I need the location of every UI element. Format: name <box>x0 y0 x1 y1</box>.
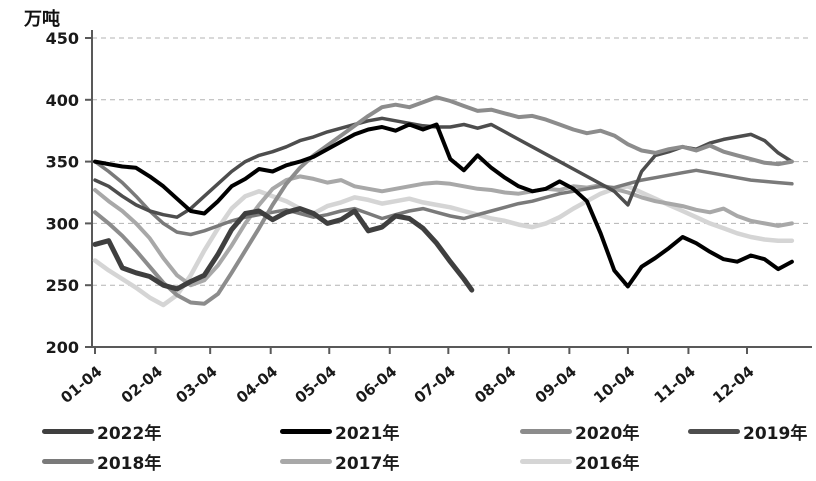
series-line-2017年 <box>93 174 794 288</box>
x-tick-label-06-04: 06-04 <box>352 362 400 407</box>
x-tick-label-10-04: 10-04 <box>590 362 638 407</box>
legend-item-2018年: 2018年 <box>42 447 280 475</box>
x-tick-label-03-04: 03-04 <box>172 362 220 407</box>
y-tick-label-250: 250 <box>46 276 79 295</box>
x-tick-label-01-04: 01-04 <box>57 362 105 407</box>
x-tick-label-05-04: 05-04 <box>291 362 339 407</box>
legend-item-2020年: 2020年 <box>520 417 688 445</box>
legend-item-2019年: 2019年 <box>688 417 808 445</box>
y-axis-unit-label: 万吨 <box>24 9 60 30</box>
legend-label-2022年: 2022年 <box>97 423 162 444</box>
legend-swatch-2019年 <box>688 428 740 434</box>
legend-swatch-2021年 <box>280 428 332 434</box>
legend-item-2021年: 2021年 <box>280 417 520 445</box>
legend-item-2022年: 2022年 <box>42 417 280 445</box>
x-tick-label-12-04: 12-04 <box>709 362 757 407</box>
legend-label-2019年: 2019年 <box>743 423 808 444</box>
legend-swatch-2018年 <box>42 458 94 464</box>
y-tick-label-450: 450 <box>46 29 79 48</box>
x-tick-label-04-04: 04-04 <box>233 362 281 407</box>
x-tick-label-07-04: 07-04 <box>411 362 459 407</box>
series-line-2022年 <box>92 206 475 293</box>
line-chart: 450 400 350 300 250 200 01-04 02-04 03-04 04-04 05… <box>46 29 812 407</box>
legend-label-2016年: 2016年 <box>575 453 640 474</box>
series-line-2016年 <box>92 184 795 308</box>
legend-label-2021年: 2021年 <box>335 423 400 444</box>
legend-swatch-2016年 <box>520 458 572 464</box>
series-line-2021年 <box>93 122 794 289</box>
legend-row-1: 2022年 2021年 2020年 2019年 <box>42 417 808 445</box>
legend-row-2: 2018年 2017年 2016年 <box>42 447 808 475</box>
legend-item-2017年: 2017年 <box>280 447 520 475</box>
y-tick-label-400: 400 <box>46 91 79 110</box>
legend-swatch-2022年 <box>42 428 94 434</box>
series-line-2018年 <box>93 159 794 237</box>
legend-swatch-2017年 <box>280 458 332 464</box>
x-tick-label-02-04: 02-04 <box>118 362 166 407</box>
series-line-2020年 <box>93 95 794 306</box>
y-tick-label-300: 300 <box>46 214 79 233</box>
legend-label-2017年: 2017年 <box>335 453 400 474</box>
legend-swatch-2020年 <box>520 428 572 434</box>
x-tick-label-11-04: 11-04 <box>651 362 699 407</box>
y-tick-label-350: 350 <box>46 153 79 172</box>
legend-label-2020年: 2020年 <box>575 423 640 444</box>
chart-legend: 2022年 2021年 2020年 2019年 2018年 2017年 2016年 <box>42 417 808 477</box>
x-tick-label-08-04: 08-04 <box>471 362 519 407</box>
legend-label-2018年: 2018年 <box>97 453 162 474</box>
x-tick-label-09-04: 09-04 <box>532 362 580 407</box>
series-line-2019年 <box>93 116 794 219</box>
y-tick-label-200: 200 <box>46 338 79 357</box>
legend-item-2016年: 2016年 <box>520 447 688 475</box>
